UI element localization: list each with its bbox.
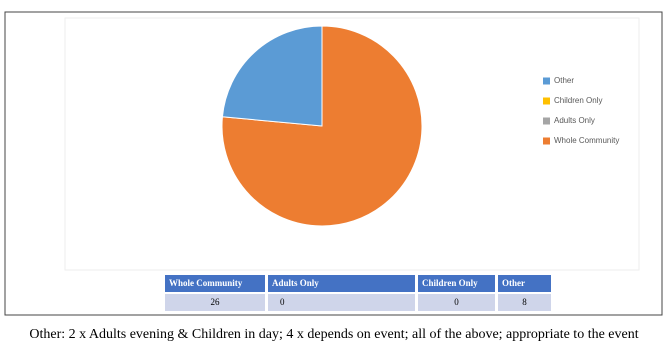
table-header: Whole Community bbox=[169, 278, 243, 288]
pie-slice bbox=[221, 25, 323, 127]
legend-swatch bbox=[543, 77, 550, 85]
table-header: Children Only bbox=[422, 278, 478, 288]
frame bbox=[4, 11, 663, 316]
table-header-cell bbox=[268, 275, 415, 292]
legend-swatch bbox=[543, 97, 550, 105]
table-cell bbox=[418, 294, 495, 311]
table-cell bbox=[498, 294, 551, 311]
table-cell bbox=[165, 294, 265, 311]
legend-label: Adults Only bbox=[554, 116, 595, 125]
legend-swatch bbox=[543, 117, 550, 125]
table-value: 0 bbox=[280, 297, 285, 307]
legend-label: Whole Community bbox=[554, 136, 619, 145]
table-header-cell bbox=[165, 275, 265, 292]
legend-label: Children Only bbox=[554, 96, 602, 105]
table-value: 8 bbox=[522, 297, 527, 307]
table-cell bbox=[268, 294, 415, 311]
table-header: Adults Only bbox=[272, 278, 319, 288]
table-header-cell bbox=[498, 275, 551, 292]
table-header-cell bbox=[418, 275, 495, 292]
table-value: 0 bbox=[454, 297, 459, 307]
caption: Other: 2 x Adults evening & Children in … bbox=[29, 327, 638, 342]
table-header: Other bbox=[502, 278, 525, 288]
legend-swatch bbox=[543, 137, 550, 145]
legend-label: Other bbox=[554, 76, 574, 85]
table-value: 26 bbox=[211, 297, 221, 307]
